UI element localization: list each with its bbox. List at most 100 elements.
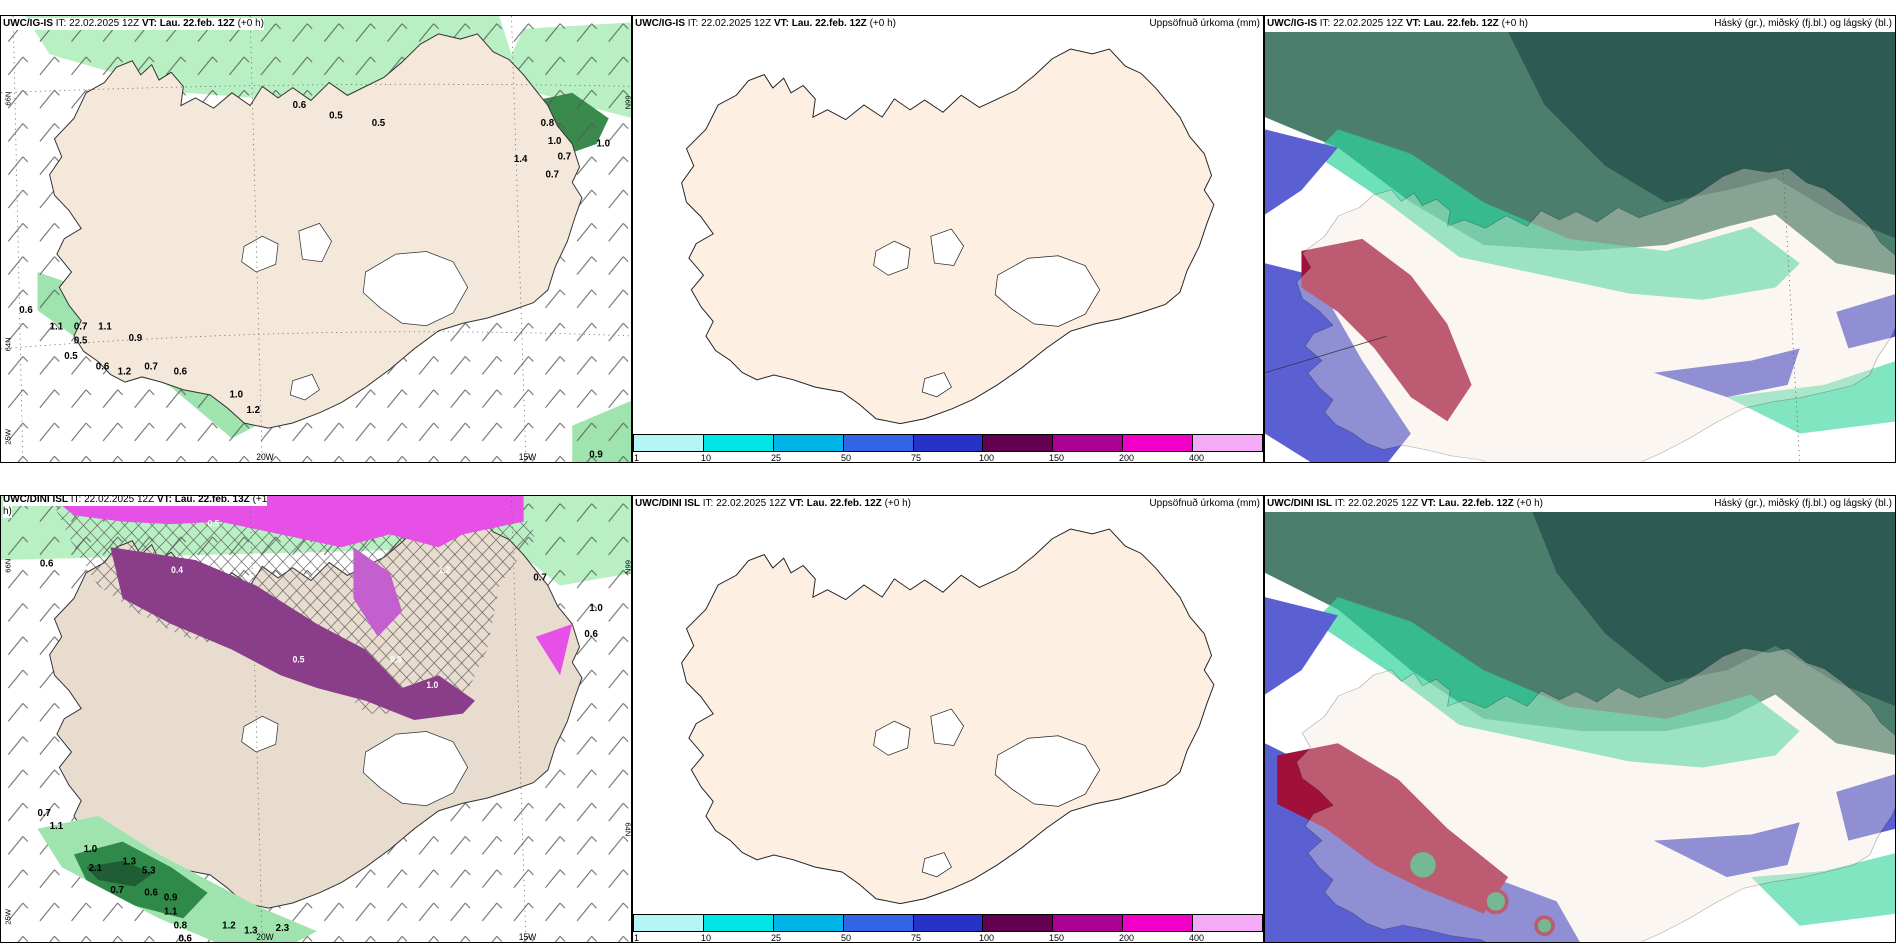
colorbar-tick: 50 xyxy=(841,933,852,943)
svg-text:0.7: 0.7 xyxy=(37,808,51,819)
svg-text:20W: 20W xyxy=(256,452,274,462)
svg-text:1.0: 1.0 xyxy=(84,844,98,855)
colorbar xyxy=(633,434,1263,452)
svg-text:64N: 64N xyxy=(624,822,632,836)
svg-text:1.1: 1.1 xyxy=(50,821,64,832)
panel-header: UWC/DINI ISL IT: 22.02.2025 12Z VT: Lau.… xyxy=(3,495,268,506)
precip-wind-map: 0.6 0.5 0.5 0.8 1.0 0.7 1.0 1.4 0.7 0.6 … xyxy=(1,16,632,462)
svg-text:2.1: 2.1 xyxy=(89,863,103,874)
panel-variable-title: Háský (gr.), miðský (fj.bl.) og lágský (… xyxy=(1714,498,1892,509)
colorbar-tick: 1 xyxy=(634,933,640,943)
svg-text:1.0: 1.0 xyxy=(548,136,562,147)
svg-text:0.6: 0.6 xyxy=(174,366,188,377)
svg-text:1.1: 1.1 xyxy=(98,321,112,332)
svg-text:0.7: 0.7 xyxy=(74,321,88,332)
svg-text:1.4: 1.4 xyxy=(514,154,528,165)
svg-text:1.1: 1.1 xyxy=(50,321,64,332)
snow-value-labels: 0.5 0.4 1.2 0.9 1.0 0.5 xyxy=(171,519,450,691)
svg-text:0.7: 0.7 xyxy=(110,885,124,896)
colorbar-bin xyxy=(634,915,704,931)
colorbar-tick: 75 xyxy=(911,453,922,463)
map-panel-r1c3: UWC/IG-IS IT: 22.02.2025 12Z VT: Lau. 22… xyxy=(1264,15,1896,463)
svg-text:0.5: 0.5 xyxy=(64,351,78,362)
precip-wind-map: 0.6 0.7 1.0 0.6 0.7 1.1 1.0 2.1 1.3 5.3 … xyxy=(1,496,632,943)
colorbar-bin xyxy=(1053,915,1124,931)
colorbar-tick: 75 xyxy=(911,933,922,943)
svg-text:15W: 15W xyxy=(519,452,537,462)
map-panel-r2c2: UWC/DINI ISL IT: 22.02.2025 12Z VT: Lau.… xyxy=(632,495,1264,943)
colorbar-bin xyxy=(983,915,1054,931)
colorbar-bin xyxy=(1193,915,1263,931)
svg-text:0.7: 0.7 xyxy=(533,572,547,583)
svg-text:1.0: 1.0 xyxy=(426,680,438,690)
colorbar-bin xyxy=(983,435,1054,451)
colorbar-tick: 1 xyxy=(634,453,640,463)
cloud-map xyxy=(1265,32,1895,462)
svg-text:0.8: 0.8 xyxy=(174,920,188,931)
svg-text:0.6: 0.6 xyxy=(96,361,110,372)
colorbar-tick: 200 xyxy=(1119,453,1135,463)
panel-variable-title: Uppsöfnuð úrkoma (mm) xyxy=(1149,498,1260,509)
colorbar-tick: 25 xyxy=(771,933,782,943)
panel-header: UWC/DINI ISL IT: 22.02.2025 12Z VT: Lau.… xyxy=(1267,498,1543,509)
svg-text:66N: 66N xyxy=(624,95,632,109)
colorbar-bin xyxy=(913,915,984,931)
colorbar-tick: 150 xyxy=(1049,933,1065,943)
svg-text:1.3: 1.3 xyxy=(244,926,258,937)
svg-text:2.3: 2.3 xyxy=(276,923,290,934)
svg-text:1.0: 1.0 xyxy=(597,138,611,149)
svg-text:0.5: 0.5 xyxy=(293,654,305,664)
svg-text:0.4: 0.4 xyxy=(171,565,183,575)
colorbar-tick: 100 xyxy=(979,453,995,463)
colorbar-bin xyxy=(773,435,844,451)
map-panel-r2c3: UWC/DINI ISL IT: 22.02.2025 12Z VT: Lau.… xyxy=(1264,495,1896,943)
panel-header-wrap: h) xyxy=(3,506,12,518)
colorbar-tick: 200 xyxy=(1119,933,1135,943)
colorbar-bin xyxy=(1193,435,1263,451)
colorbar-tick: 10 xyxy=(701,933,712,943)
colorbar-bin xyxy=(913,435,984,451)
svg-text:0.6: 0.6 xyxy=(178,933,192,943)
svg-text:25W: 25W xyxy=(4,428,13,445)
svg-text:5.3: 5.3 xyxy=(142,865,156,876)
colorbar-tick: 400 xyxy=(1189,933,1205,943)
cloud-map xyxy=(1265,512,1895,942)
svg-text:1.1: 1.1 xyxy=(164,906,178,917)
precip-value-labels: 0.6 0.5 0.5 0.8 1.0 0.7 1.0 1.4 0.7 0.6 … xyxy=(19,100,610,461)
panel-header: UWC/DINI ISL IT: 22.02.2025 12Z VT: Lau.… xyxy=(635,498,911,509)
colorbar-bin xyxy=(1123,435,1194,451)
colorbar-bin xyxy=(843,915,914,931)
svg-text:1.2: 1.2 xyxy=(247,405,261,416)
colorbar-bin xyxy=(843,435,914,451)
svg-text:0.9: 0.9 xyxy=(390,654,402,664)
panel-header: UWC/IG-IS IT: 22.02.2025 12Z VT: Lau. 22… xyxy=(3,18,264,30)
svg-text:0.6: 0.6 xyxy=(40,558,54,569)
colorbar-bin xyxy=(703,435,774,451)
svg-text:0.7: 0.7 xyxy=(558,151,572,162)
colorbar-tick: 50 xyxy=(841,453,852,463)
colorbar-bin xyxy=(1053,435,1124,451)
colorbar-tick: 10 xyxy=(701,453,712,463)
svg-text:20W: 20W xyxy=(256,932,274,942)
svg-text:0.5: 0.5 xyxy=(74,335,88,346)
colorbar-tick: 400 xyxy=(1189,453,1205,463)
svg-text:1.0: 1.0 xyxy=(589,603,603,614)
colorbar-tick: 150 xyxy=(1049,453,1065,463)
svg-text:15W: 15W xyxy=(519,932,537,942)
map-panel-r2c1: 0.6 0.7 1.0 0.6 0.7 1.1 1.0 2.1 1.3 5.3 … xyxy=(0,495,632,943)
panel-header: UWC/IG-IS IT: 22.02.2025 12Z VT: Lau. 22… xyxy=(1267,18,1528,29)
svg-text:64N: 64N xyxy=(4,337,13,351)
svg-text:0.6: 0.6 xyxy=(144,887,158,898)
svg-text:1.2: 1.2 xyxy=(118,366,132,377)
panel-header: UWC/IG-IS IT: 22.02.2025 12Z VT: Lau. 22… xyxy=(635,18,896,29)
colorbar-tick: 100 xyxy=(979,933,995,943)
svg-text:1.2: 1.2 xyxy=(439,565,451,575)
svg-text:0.6: 0.6 xyxy=(293,100,307,111)
colorbar-bin xyxy=(773,915,844,931)
svg-text:0.9: 0.9 xyxy=(164,892,178,903)
svg-text:0.6: 0.6 xyxy=(584,629,598,640)
svg-text:0.7: 0.7 xyxy=(144,361,158,372)
precip-value-labels: 0.6 0.7 1.0 0.6 0.7 1.1 1.0 2.1 1.3 5.3 … xyxy=(37,558,603,943)
svg-text:1.2: 1.2 xyxy=(222,920,236,931)
colorbar-bin xyxy=(703,915,774,931)
